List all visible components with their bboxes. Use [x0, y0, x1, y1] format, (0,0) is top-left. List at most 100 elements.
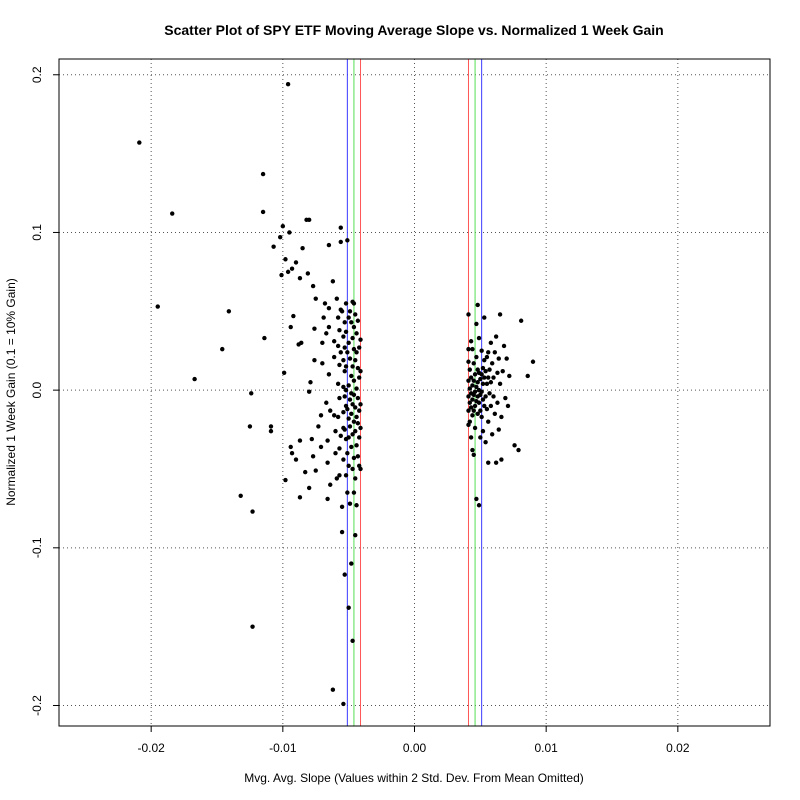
data-point-247 — [484, 381, 490, 387]
data-point-206 — [471, 408, 476, 413]
data-point-0 — [137, 140, 142, 145]
data-point-196 — [468, 405, 474, 410]
data-point-63 — [325, 460, 330, 465]
x-tick-label-2: 0.00 — [403, 741, 427, 755]
data-point-14 — [262, 335, 267, 341]
data-point-50 — [310, 454, 316, 459]
data-point-76 — [333, 428, 338, 434]
data-point-102 — [341, 457, 346, 462]
data-point-155 — [353, 533, 358, 538]
data-point-137 — [349, 411, 354, 416]
data-point-33 — [297, 275, 303, 281]
data-point-78 — [334, 476, 340, 481]
data-point-120 — [345, 451, 350, 456]
data-point-227 — [478, 376, 483, 382]
data-point-16 — [268, 428, 274, 434]
data-point-162 — [354, 350, 359, 355]
data-point-28 — [283, 477, 288, 483]
data-point-60 — [324, 331, 329, 336]
data-point-52 — [313, 296, 318, 301]
data-point-249 — [486, 350, 491, 355]
data-point-167 — [355, 318, 361, 323]
data-point-74 — [331, 354, 337, 360]
data-point-209 — [472, 389, 478, 394]
data-point-81 — [335, 343, 341, 349]
data-point-71 — [330, 687, 336, 692]
data-point-135 — [349, 373, 354, 379]
data-point-170 — [355, 421, 361, 426]
data-point-166 — [354, 503, 359, 508]
data-point-66 — [326, 305, 332, 311]
data-point-260 — [491, 375, 496, 380]
data-point-194 — [468, 375, 474, 380]
data-point-98 — [341, 357, 346, 363]
data-point-48 — [306, 389, 312, 394]
data-point-184 — [466, 359, 471, 364]
data-point-280 — [512, 443, 517, 448]
data-point-152 — [351, 419, 357, 424]
data-point-210 — [472, 403, 478, 409]
data-point-72 — [330, 279, 336, 284]
data-point-88 — [337, 473, 342, 478]
data-point-211 — [472, 425, 478, 431]
data-point-127 — [346, 435, 351, 440]
data-point-153 — [351, 455, 357, 461]
data-point-30 — [289, 451, 295, 456]
data-point-203 — [471, 361, 476, 366]
data-point-219 — [475, 380, 480, 385]
data-point-20 — [283, 257, 288, 262]
data-point-11 — [249, 391, 254, 396]
data-point-132 — [347, 424, 353, 429]
data-point-68 — [326, 372, 332, 377]
data-point-266 — [495, 370, 500, 375]
data-point-85 — [337, 362, 342, 368]
data-point-22 — [285, 269, 291, 275]
data-point-189 — [467, 367, 472, 372]
data-point-53 — [316, 424, 321, 429]
data-point-156 — [353, 312, 358, 317]
data-point-149 — [351, 346, 357, 352]
data-point-49 — [309, 436, 314, 442]
data-point-177 — [358, 337, 363, 342]
data-point-122 — [346, 605, 351, 610]
data-point-244 — [483, 394, 488, 399]
data-point-4 — [192, 376, 197, 382]
data-point-169 — [355, 395, 361, 401]
data-point-214 — [474, 384, 479, 390]
data-point-51 — [313, 468, 318, 473]
data-point-42 — [303, 469, 308, 475]
data-point-67 — [326, 324, 332, 330]
data-point-24 — [291, 313, 296, 319]
data-point-110 — [343, 301, 349, 306]
data-point-160 — [353, 476, 358, 481]
data-point-253 — [487, 367, 492, 372]
data-point-8 — [250, 509, 255, 514]
data-point-207 — [471, 452, 476, 457]
data-point-180 — [358, 425, 363, 431]
data-point-105 — [342, 320, 347, 325]
data-point-267 — [495, 400, 500, 405]
data-point-192 — [467, 419, 472, 424]
data-point-130 — [347, 356, 353, 361]
data-point-261 — [491, 394, 496, 399]
data-point-243 — [483, 369, 488, 374]
data-point-83 — [335, 414, 341, 420]
data-point-161 — [354, 331, 359, 336]
x-tick-label-4: 0.02 — [666, 741, 690, 755]
data-point-256 — [488, 380, 494, 385]
data-point-283 — [525, 373, 530, 379]
data-point-143 — [350, 364, 355, 369]
data-point-174 — [357, 408, 362, 413]
data-point-99 — [341, 384, 346, 390]
data-point-151 — [351, 392, 357, 398]
data-point-59 — [322, 301, 328, 306]
data-point-93 — [338, 433, 343, 439]
data-point-245 — [483, 439, 488, 445]
data-point-29 — [288, 444, 293, 450]
data-point-241 — [482, 375, 487, 380]
data-point-271 — [497, 381, 503, 387]
data-point-12 — [260, 171, 266, 177]
data-point-183 — [466, 346, 471, 352]
data-point-239 — [482, 315, 487, 320]
data-point-232 — [479, 372, 484, 377]
